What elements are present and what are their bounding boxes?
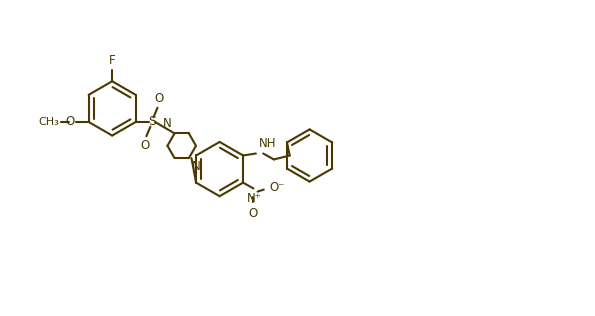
Text: N⁺: N⁺	[247, 191, 262, 204]
Text: F: F	[109, 54, 115, 67]
Text: O: O	[141, 139, 150, 152]
Text: N: N	[163, 117, 172, 130]
Text: NH: NH	[259, 137, 277, 150]
Text: O: O	[154, 92, 163, 105]
Text: O: O	[65, 115, 74, 129]
Text: CH₃: CH₃	[38, 117, 59, 127]
Text: S: S	[148, 115, 156, 129]
Text: O: O	[249, 207, 258, 220]
Text: N: N	[192, 160, 201, 173]
Text: O⁻: O⁻	[269, 181, 284, 194]
